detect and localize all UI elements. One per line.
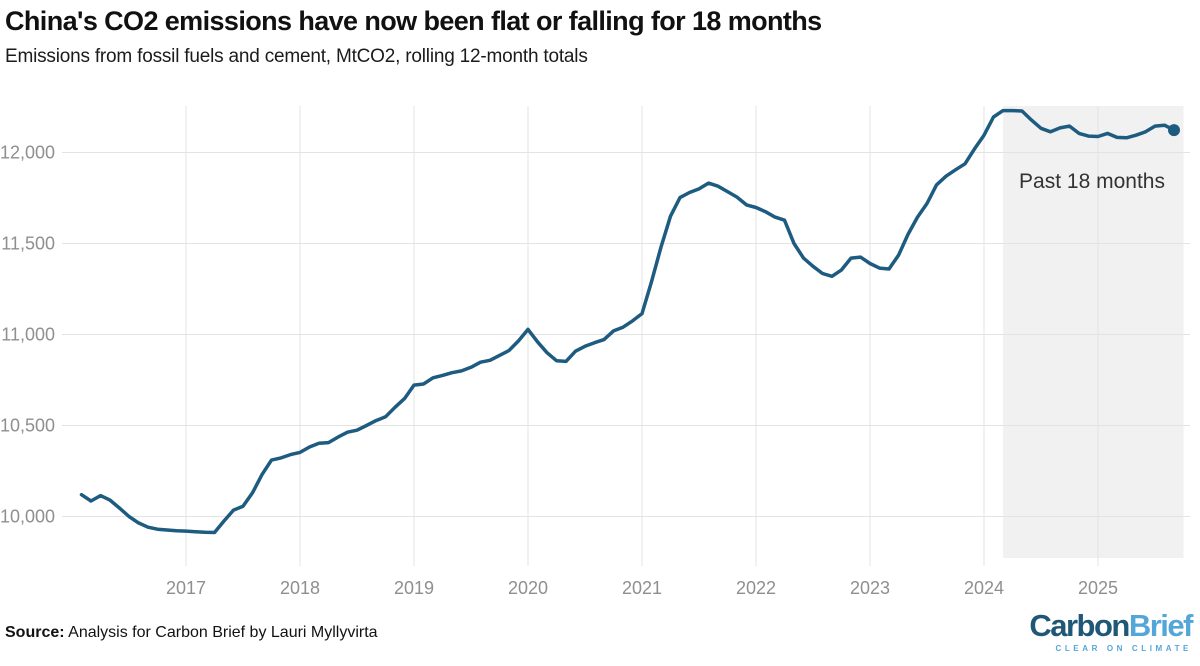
highlight-region-past-18-months bbox=[1003, 106, 1184, 558]
x-axis-label: 2022 bbox=[736, 578, 776, 598]
source-text: Analysis for Carbon Brief by Lauri Mylly… bbox=[64, 624, 378, 641]
emissions-line-chart: 10,000 10,500 11,000 11,500 12,000 2017 2018 20… bbox=[0, 106, 1190, 598]
y-axis-label: 12,000 bbox=[0, 143, 55, 163]
chart-title: China's CO2 emissions have now been flat… bbox=[5, 6, 822, 36]
logo-tagline: CLEAR ON CLIMATE bbox=[1055, 644, 1192, 653]
x-axis-label: 2025 bbox=[1078, 578, 1118, 598]
x-axis-label: 2019 bbox=[394, 578, 434, 598]
y-axis-label: 11,000 bbox=[1, 325, 55, 345]
logo-carbon-text: Carbon bbox=[1029, 608, 1130, 643]
x-axis-label: 2020 bbox=[508, 578, 548, 598]
series-end-dot bbox=[1168, 124, 1180, 137]
y-axis-label: 11,500 bbox=[1, 234, 55, 254]
y-axis-label: 10,500 bbox=[0, 416, 55, 436]
logo-brief-text: Brief bbox=[1128, 608, 1194, 643]
past-18-months-annotation: Past 18 months bbox=[1019, 170, 1165, 193]
x-axis-label: 2021 bbox=[622, 578, 662, 598]
carbonbrief-wordmark: CarbonBrief bbox=[1029, 608, 1194, 643]
chart-subtitle: Emissions from fossil fuels and cement, … bbox=[5, 46, 588, 67]
source-label: Source: bbox=[5, 624, 65, 641]
carbonbrief-logo: CarbonBrief CLEAR ON CLIMATE bbox=[1029, 608, 1194, 653]
x-axis-label: 2017 bbox=[166, 578, 206, 598]
source-line: Source: Analysis for Carbon Brief by Lau… bbox=[5, 624, 378, 642]
x-axis-label: 2024 bbox=[964, 578, 1004, 598]
y-axis-label: 10,000 bbox=[0, 507, 55, 527]
x-axis-label: 2018 bbox=[280, 578, 320, 598]
emissions-series-line bbox=[79, 108, 1176, 535]
x-axis-label: 2023 bbox=[850, 578, 890, 598]
